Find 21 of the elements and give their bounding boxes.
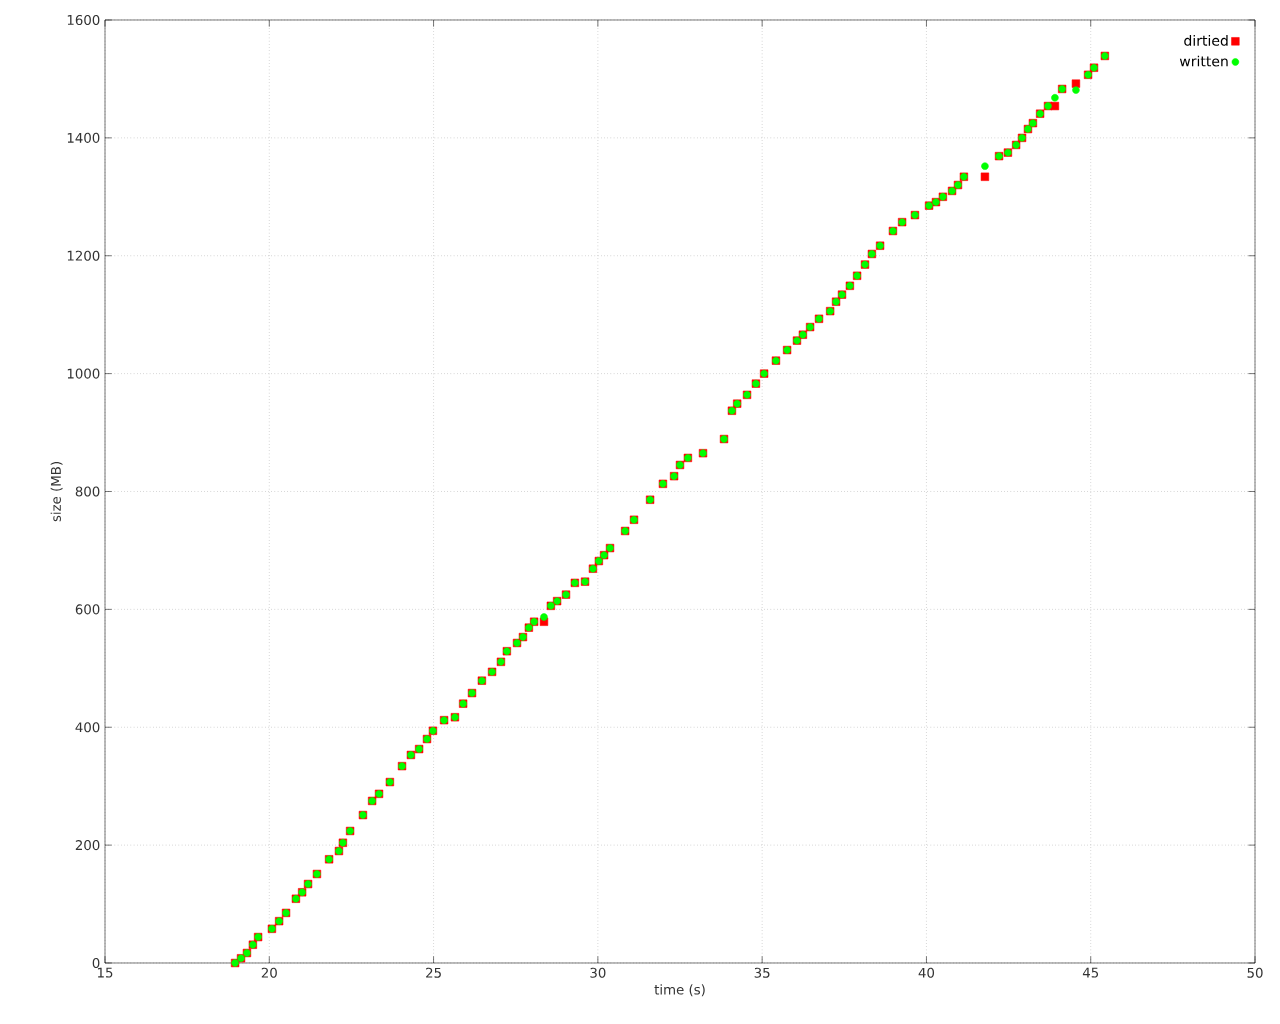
- y-tick-label: 1000: [67, 368, 100, 379]
- x-tick-label: 15: [97, 967, 113, 978]
- y-tick-label: 1200: [67, 250, 100, 261]
- y-tick-label: 400: [75, 722, 100, 733]
- y-tick-label: 1600: [67, 14, 100, 26]
- x-tick-label: 50: [1247, 967, 1263, 978]
- legend-label: dirtied: [1184, 35, 1228, 46]
- x-tick-label: 25: [426, 967, 441, 978]
- x-tick-label: 20: [261, 967, 277, 978]
- y-tick-label: 600: [75, 604, 100, 615]
- y-axis-title: size (MB): [50, 462, 63, 522]
- x-tick-label: 40: [918, 967, 935, 978]
- legend-label: written: [1179, 55, 1228, 67]
- y-tick-label: 0: [92, 957, 100, 969]
- y-tick-label: 800: [75, 486, 100, 497]
- x-axis-title: time (s): [654, 984, 705, 997]
- x-tick-label: 30: [590, 967, 606, 978]
- x-tick-label: 35: [754, 967, 770, 978]
- y-tick-label: 1400: [67, 132, 100, 143]
- x-tick-label: 45: [1082, 967, 1099, 978]
- y-tick-label: 200: [75, 840, 100, 851]
